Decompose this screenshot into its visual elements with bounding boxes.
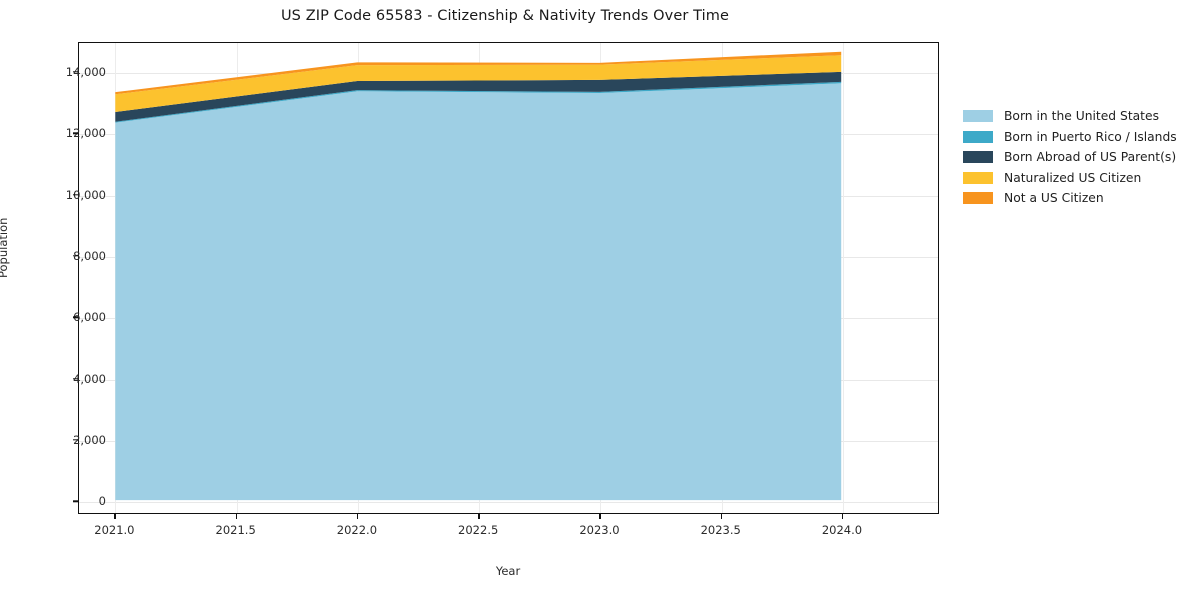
area-band xyxy=(115,81,842,123)
y-axis-tick-label: 6,000 xyxy=(73,310,106,325)
legend-item-label: Naturalized US Citizen xyxy=(1004,170,1142,185)
x-axis-tick-mark xyxy=(235,514,238,519)
legend-item-label: Born Abroad of US Parent(s) xyxy=(1004,150,1177,165)
x-axis-tick-label: 2024.0 xyxy=(821,523,863,537)
x-axis-tick-mark xyxy=(114,514,116,519)
gridline-vertical xyxy=(842,43,844,513)
x-axis-tick-mark xyxy=(599,514,601,519)
stacked-area-series xyxy=(115,51,842,501)
legend-color-swatch xyxy=(963,110,993,123)
y-axis-tick-mark xyxy=(73,316,78,318)
area-band xyxy=(115,71,842,122)
legend-item-label: Not a US Citizen xyxy=(1004,191,1104,206)
legend-color-swatch xyxy=(963,192,993,205)
y-axis-tick-label: 8,000 xyxy=(73,248,106,263)
x-axis-tick-label: 2023.5 xyxy=(700,523,741,537)
plot-area xyxy=(78,42,939,514)
x-axis-tick-mark xyxy=(356,514,359,519)
y-axis-tick-mark xyxy=(73,71,78,73)
gridline-horizontal xyxy=(79,502,938,504)
legend-item-label: Born in Puerto Rico / Islands xyxy=(1004,129,1177,144)
y-axis-tick-mark xyxy=(73,255,78,257)
area-band xyxy=(115,51,842,95)
y-axis-tick-mark xyxy=(73,132,78,135)
y-axis-label: Population xyxy=(0,217,10,278)
legend-item[interactable]: Naturalized US Citizen xyxy=(963,168,1177,189)
y-axis-tick-label: 2,000 xyxy=(73,432,106,447)
chart-legend: Born in the United States Born in Puerto … xyxy=(963,106,1177,209)
legend-item[interactable]: Born Abroad of US Parent(s) xyxy=(963,147,1177,168)
y-axis-tick-mark xyxy=(73,377,78,380)
legend-item-label: Born in the United States xyxy=(1004,109,1159,124)
x-axis-tick-mark xyxy=(478,514,480,519)
legend-item[interactable]: Born in the United States xyxy=(963,106,1177,127)
legend-color-swatch xyxy=(963,171,993,184)
y-axis-tick-label: 12,000 xyxy=(65,126,106,141)
y-axis-tick-mark xyxy=(73,439,78,441)
area-band xyxy=(115,83,842,501)
x-axis-tick-label: 2021.0 xyxy=(94,523,135,537)
x-axis-tick-mark xyxy=(841,514,844,519)
y-axis-tick-mark xyxy=(73,500,78,502)
y-axis-tick-label: 4,000 xyxy=(73,371,106,386)
legend-item[interactable]: Not a US Citizen xyxy=(963,188,1177,209)
x-axis-label: Year xyxy=(495,564,521,578)
x-axis-tick-label: 2021.5 xyxy=(215,523,256,537)
x-axis-tick-label: 2022.0 xyxy=(336,523,378,537)
x-axis-tick-label: 2023.0 xyxy=(579,523,620,537)
legend-color-swatch xyxy=(963,151,993,164)
y-axis-tick-mark xyxy=(73,193,78,196)
legend-color-swatch xyxy=(963,130,993,143)
area-band xyxy=(115,55,842,112)
y-axis-tick-label: 0 xyxy=(98,494,106,509)
x-axis-tick-mark xyxy=(720,514,723,519)
y-axis-tick-label: 14,000 xyxy=(65,65,106,80)
x-axis-tick-label: 2022.5 xyxy=(458,523,499,537)
chart-title: US ZIP Code 65583 - Citizenship & Nativi… xyxy=(280,8,730,24)
legend-item[interactable]: Born in Puerto Rico / Islands xyxy=(963,127,1177,148)
y-axis-tick-label: 10,000 xyxy=(65,187,106,202)
